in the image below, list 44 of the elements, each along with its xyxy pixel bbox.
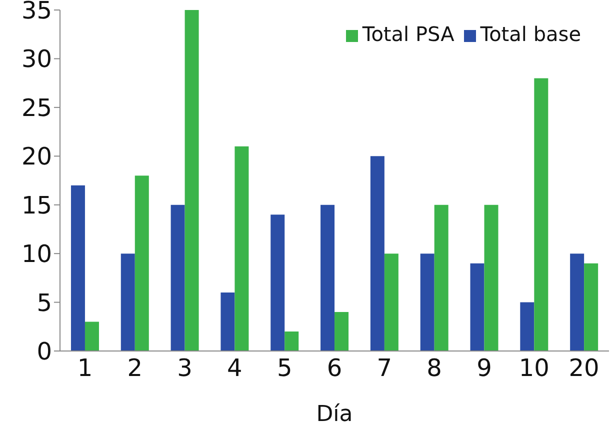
- bar: [570, 254, 584, 351]
- bar: [434, 204, 448, 351]
- x-axis-title: Día: [316, 402, 353, 423]
- bar: [170, 204, 185, 351]
- bar: [584, 263, 598, 351]
- x-tick-label: 2: [127, 354, 143, 382]
- x-tick-label: 9: [476, 354, 492, 382]
- bar: [184, 10, 199, 351]
- x-tick-label: 20: [568, 354, 600, 382]
- x-tick-label: 7: [376, 354, 392, 382]
- y-tick-label: 25: [21, 94, 52, 122]
- bar: [320, 204, 335, 351]
- y-tick-label: 10: [21, 240, 52, 268]
- x-tick-label: 10: [518, 354, 550, 382]
- x-tick-label: 1: [77, 354, 93, 382]
- bar: [384, 254, 398, 351]
- x-tick-label: 6: [326, 354, 342, 382]
- bar: [470, 263, 484, 351]
- bar: [70, 185, 85, 351]
- bar: [120, 254, 135, 351]
- y-tick-label: 15: [21, 191, 52, 220]
- bar: [534, 78, 548, 351]
- x-tick-label: 3: [177, 354, 192, 382]
- legend-label: Total base: [480, 22, 581, 46]
- bar: [220, 292, 235, 351]
- x-tick-label: 5: [276, 354, 292, 382]
- y-tick-label: 0: [36, 338, 52, 366]
- y-tick-label: 35: [21, 0, 52, 25]
- bar: [84, 322, 99, 351]
- bar: [270, 214, 285, 351]
- x-tick-label: 8: [426, 354, 442, 382]
- bar: [420, 254, 434, 351]
- x-tick-label: 4: [227, 354, 242, 382]
- y-tick-label: 30: [21, 45, 52, 74]
- bar: [234, 146, 249, 351]
- bar: [370, 156, 384, 351]
- bar: [520, 302, 534, 351]
- bar: [284, 332, 299, 351]
- y-tick-label: 5: [36, 288, 52, 317]
- legend-label: Total PSA: [362, 22, 454, 46]
- y-tick-label: 20: [21, 142, 52, 171]
- bar: [484, 204, 498, 351]
- bar: [134, 176, 149, 351]
- bar: [334, 312, 349, 351]
